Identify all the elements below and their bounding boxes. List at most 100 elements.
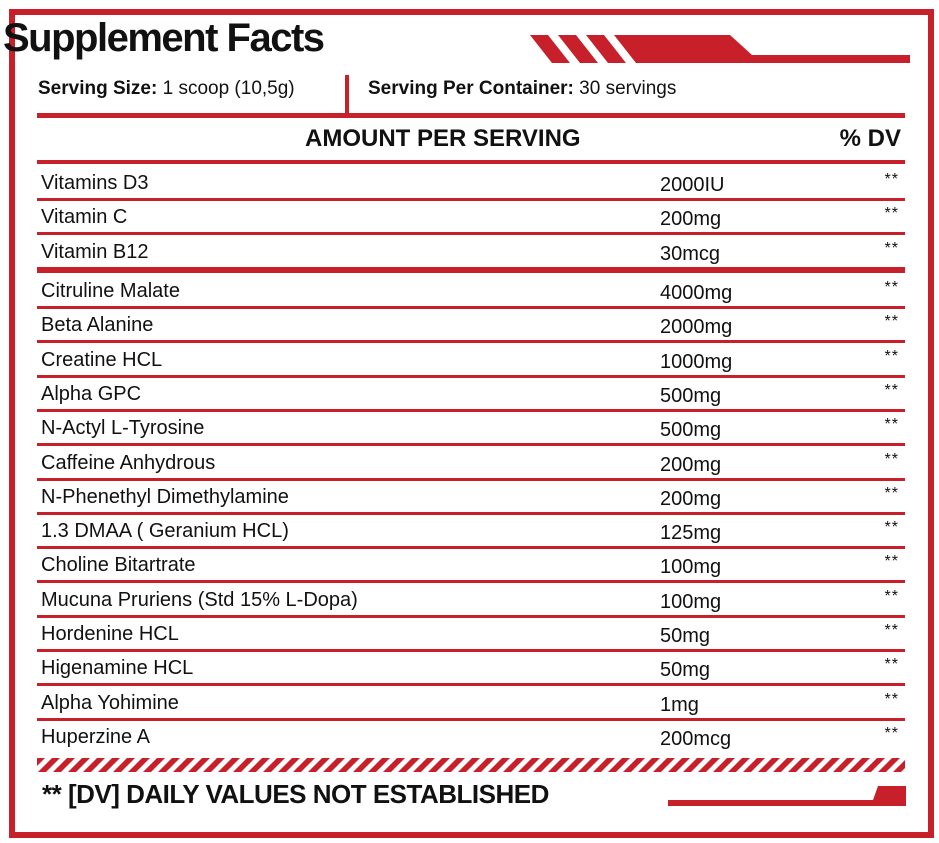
row-divider xyxy=(37,614,905,618)
serving-per-container-label: Serving Per Container: xyxy=(368,78,574,99)
ingredient-dv: ** xyxy=(884,205,899,223)
ingredient-amount: 2000IU xyxy=(660,174,725,196)
serving-size: Serving Size: 1 scoop (10,5g) xyxy=(38,78,295,100)
header-divider xyxy=(37,113,905,118)
ingredient-name: N-Actyl L-Tyrosine xyxy=(41,417,205,440)
table-row: Alpha Yohimine 1mg ** xyxy=(37,687,905,721)
ingredient-amount: 100mg xyxy=(660,590,722,613)
ingredient-name: Vitamins D3 xyxy=(41,172,149,194)
ingredient-name: Caffeine Anhydrous xyxy=(41,451,216,474)
table-row: Vitamins D3 2000IU ** xyxy=(37,167,905,201)
ingredient-dv: ** xyxy=(884,347,899,365)
ingredient-name: Vitamin C xyxy=(41,206,128,229)
serving-size-label: Serving Size: xyxy=(38,78,158,99)
ingredient-amount: 200mg xyxy=(660,487,722,510)
table-row: Creatine HCL 1000mg ** xyxy=(37,344,905,378)
row-divider xyxy=(37,306,905,309)
ingredient-dv: ** xyxy=(884,724,899,742)
serving-per-container: Serving Per Container: 30 servings xyxy=(368,78,676,100)
ingredient-dv: ** xyxy=(884,519,899,537)
row-divider xyxy=(37,443,905,447)
row-divider xyxy=(37,477,905,481)
decorative-footer-bar xyxy=(668,786,906,806)
row-divider xyxy=(37,546,905,550)
ingredient-amount: 200mg xyxy=(660,453,722,476)
ingredient-dv: ** xyxy=(884,171,899,188)
serving-divider xyxy=(345,75,349,113)
ingredient-name: Huperzine A xyxy=(41,725,150,748)
table-row: Caffeine Anhydrous 200mg ** xyxy=(37,447,905,481)
ingredient-amount: 2000mg xyxy=(660,316,733,339)
table-row: Mucuna Pruriens (Std 15% L-Dopa) 100mg ** xyxy=(37,584,905,618)
ingredient-dv: ** xyxy=(884,587,899,605)
ingredient-amount: 200mcg xyxy=(660,727,732,750)
table-row: Vitamin C 200mg ** xyxy=(37,201,905,236)
section-divider xyxy=(37,267,905,273)
hatched-divider xyxy=(37,758,905,772)
row-divider xyxy=(37,340,905,344)
ingredient-amount: 500mg xyxy=(660,419,722,442)
column-header-divider xyxy=(37,160,905,164)
ingredient-name: Alpha GPC xyxy=(41,382,142,405)
table-row: Huperzine A 200mcg ** xyxy=(37,721,905,755)
ingredient-amount: 30mcg xyxy=(660,242,721,265)
ingredient-dv: ** xyxy=(884,690,899,708)
ingredient-amount: 200mg xyxy=(660,208,722,231)
page-title: Supplement Facts xyxy=(3,16,325,60)
ingredient-amount: 500mg xyxy=(660,384,722,407)
ingredient-name: Higenamine HCL xyxy=(41,657,194,680)
row-divider xyxy=(37,511,905,515)
row-divider xyxy=(37,683,905,687)
table-row: N-Phenethyl Dimethylamine 200mg ** xyxy=(37,481,905,515)
ingredient-dv: ** xyxy=(884,484,899,502)
table-row: Choline Bitartrate 100mg ** xyxy=(37,549,905,584)
ingredient-amount: 1000mg xyxy=(660,350,733,373)
ingredient-name: Vitamin B12 xyxy=(41,240,149,263)
ingredient-dv: ** xyxy=(884,381,899,399)
table-row: Citruline Malate 4000mg ** xyxy=(37,275,905,309)
ingredient-name: Citruline Malate xyxy=(41,280,180,302)
ingredient-amount: 50mg xyxy=(660,625,711,647)
table-row: Beta Alanine 2000mg ** xyxy=(37,309,905,344)
ingredient-name: Beta Alanine xyxy=(41,314,154,337)
dv-header: % DV xyxy=(839,125,901,152)
row-divider xyxy=(37,580,905,584)
row-divider xyxy=(37,649,905,652)
ingredient-amount: 1mg xyxy=(660,693,699,716)
table-row: Vitamin B12 30mcg ** xyxy=(37,236,905,270)
table-row: Hordenine HCL 50mg ** xyxy=(37,618,905,652)
table-row: Alpha GPC 500mg ** xyxy=(37,378,905,412)
ingredient-dv: ** xyxy=(884,622,899,639)
ingredient-name: Alpha Yohimine xyxy=(41,691,179,714)
row-divider xyxy=(37,408,905,412)
row-divider xyxy=(37,717,905,721)
decorative-stripes xyxy=(530,35,910,63)
ingredient-name: 1.3 DMAA ( Geranium HCL) xyxy=(41,520,289,543)
table-row: Higenamine HCL 50mg ** xyxy=(37,652,905,687)
ingredient-dv: ** xyxy=(884,313,899,331)
ingredient-name: Creatine HCL xyxy=(41,348,163,371)
ingredient-name: Choline Bitartrate xyxy=(41,554,196,577)
ingredient-dv: ** xyxy=(884,553,899,571)
ingredient-name: Mucuna Pruriens (Std 15% L-Dopa) xyxy=(41,588,358,611)
ingredient-dv: ** xyxy=(884,656,899,674)
ingredient-name: Hordenine HCL xyxy=(41,623,179,645)
ingredient-amount: 50mg xyxy=(660,659,711,682)
ingredient-dv: ** xyxy=(884,416,899,434)
label-frame xyxy=(9,9,934,838)
ingredient-dv: ** xyxy=(884,450,899,468)
ingredient-dv: ** xyxy=(884,279,899,296)
ingredient-amount: 4000mg xyxy=(660,282,733,304)
row-divider xyxy=(37,374,905,378)
table-row: N-Actyl L-Tyrosine 500mg ** xyxy=(37,412,905,447)
row-divider xyxy=(37,232,905,236)
footer-note: ** [DV] DAILY VALUES NOT ESTABLISHED xyxy=(42,779,549,809)
serving-per-container-value: 30 servings xyxy=(579,78,677,99)
ingredient-dv: ** xyxy=(884,239,899,257)
table-row: 1.3 DMAA ( Geranium HCL) 125mg ** xyxy=(37,515,905,550)
ingredient-name: N-Phenethyl Dimethylamine xyxy=(41,485,289,508)
ingredient-amount: 100mg xyxy=(660,556,722,579)
ingredient-amount: 125mg xyxy=(660,522,722,545)
row-divider xyxy=(37,198,905,201)
serving-size-value: 1 scoop (10,5g) xyxy=(162,78,295,99)
